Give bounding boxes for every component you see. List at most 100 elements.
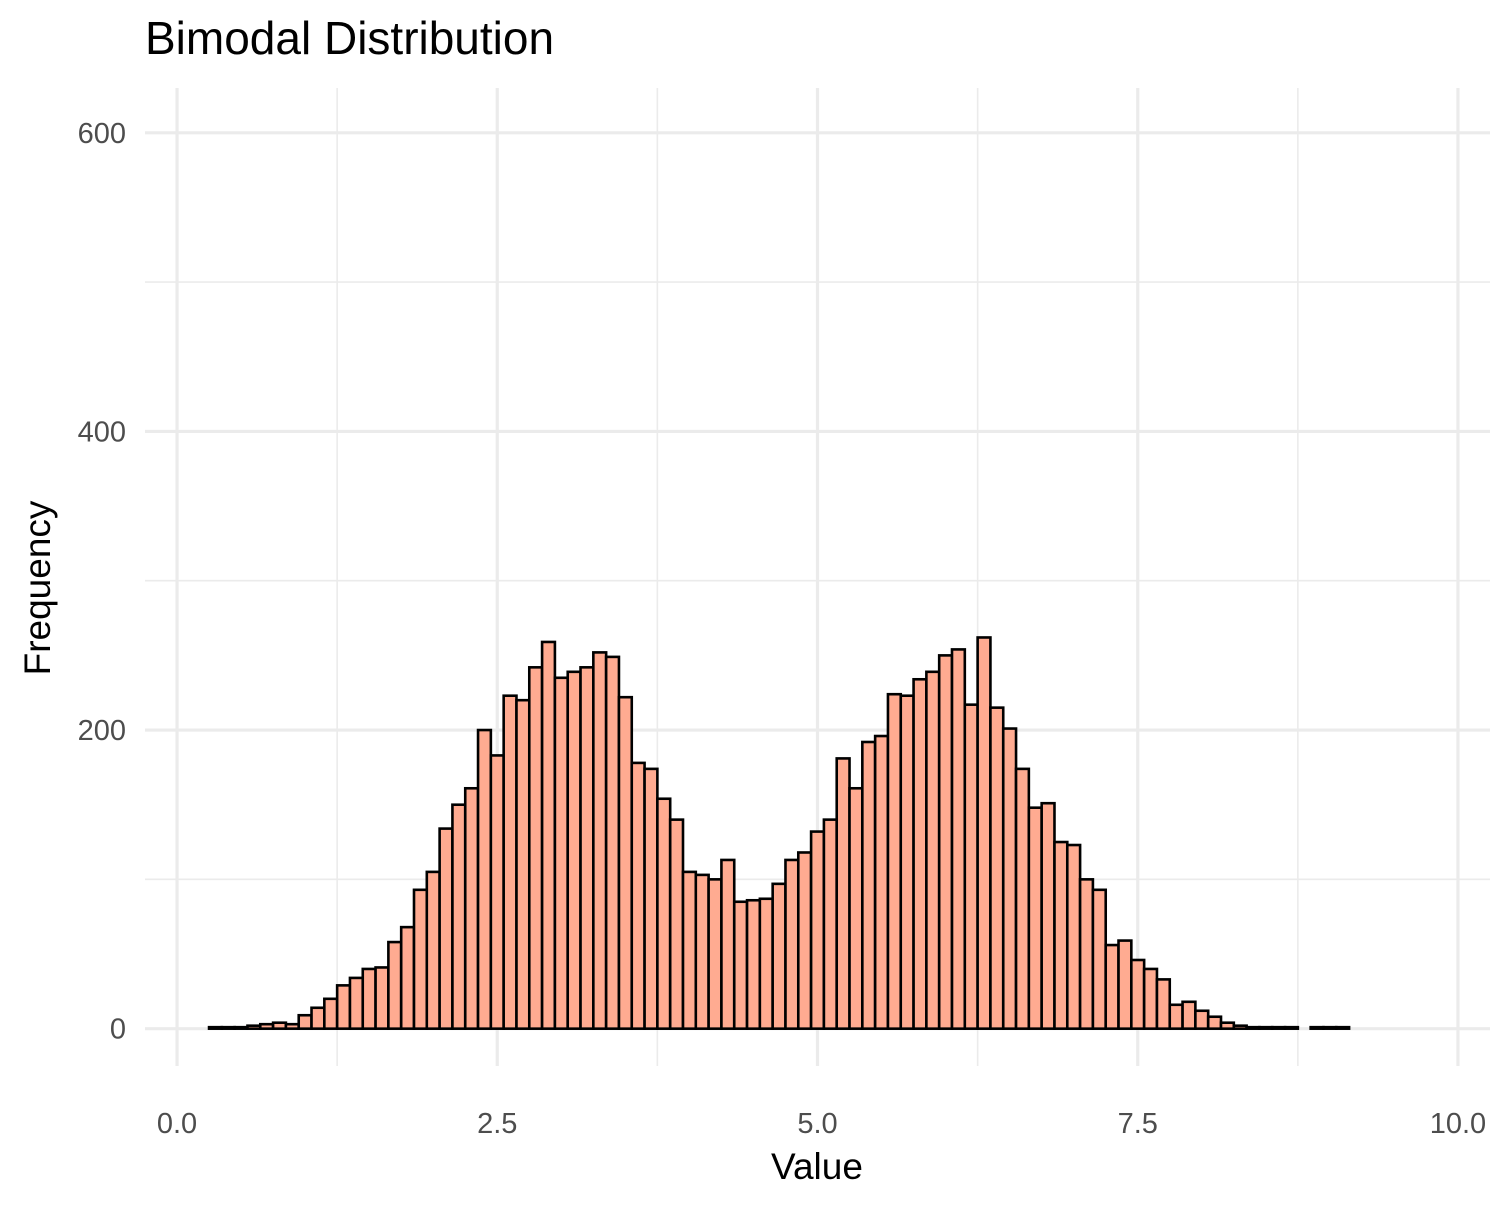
- histogram-bar: [207, 1025, 224, 1030]
- histogram-bar: [489, 754, 505, 1030]
- histogram-bar: [438, 827, 454, 1030]
- histogram-bar: [720, 858, 736, 1030]
- y-tick-label: 400: [78, 416, 126, 448]
- histogram-bar: [899, 694, 915, 1030]
- histogram-bar: [963, 703, 979, 1030]
- histogram-bar: [1091, 888, 1108, 1030]
- histogram-bar: [1117, 939, 1133, 1030]
- histogram-bars: [207, 636, 1351, 1030]
- histogram-bar: [1065, 843, 1082, 1030]
- histogram-bar: [425, 870, 441, 1030]
- x-tick-label: 10.0: [1430, 1108, 1486, 1140]
- histogram-bar: [592, 651, 608, 1030]
- histogram-bar: [335, 984, 352, 1030]
- histogram-bar: [310, 1006, 326, 1030]
- y-axis-ticks: 0 200 400 600: [78, 118, 126, 1046]
- histogram-bar: [707, 878, 723, 1030]
- histogram-bar: [553, 676, 570, 1030]
- histogram-bar: [643, 767, 659, 1030]
- x-tick-label: 0.0: [157, 1108, 197, 1140]
- histogram-bar: [630, 761, 646, 1030]
- histogram-bar: [1283, 1025, 1300, 1030]
- histogram-bar: [1219, 1021, 1236, 1030]
- histogram-bar: [220, 1025, 236, 1030]
- histogram-bar: [1168, 1003, 1184, 1030]
- histogram-bar: [937, 654, 954, 1030]
- y-tick-label: 0: [110, 1014, 126, 1046]
- histogram-bar: [412, 888, 429, 1030]
- histogram-bar: [1309, 1025, 1325, 1030]
- histogram-bar: [1130, 958, 1146, 1030]
- histogram-bar: [1181, 1000, 1197, 1030]
- histogram-bar: [527, 666, 544, 1030]
- histogram-bar: [784, 858, 800, 1030]
- histogram-bar: [1014, 767, 1031, 1030]
- x-tick-label: 7.5: [1118, 1108, 1158, 1140]
- histogram-bar: [604, 655, 621, 1030]
- x-tick-label: 2.5: [477, 1108, 517, 1140]
- histogram-bar: [925, 670, 941, 1030]
- histogram-bar: [348, 976, 365, 1030]
- histogram-bar: [502, 694, 518, 1030]
- histogram-bar: [950, 648, 967, 1030]
- histogram-bar: [271, 1021, 288, 1030]
- histogram-bar: [387, 940, 403, 1030]
- histogram-bar: [745, 898, 762, 1030]
- y-tick-label: 200: [78, 715, 126, 747]
- histogram-bar: [1104, 943, 1120, 1030]
- histogram-bar: [1270, 1025, 1287, 1030]
- x-tick-label: 5.0: [797, 1108, 837, 1140]
- histogram-bar: [1053, 840, 1069, 1030]
- histogram-bar: [656, 797, 672, 1030]
- histogram-bar: [579, 666, 595, 1030]
- histogram-bar: [861, 740, 877, 1030]
- histogram-bar: [732, 900, 749, 1030]
- histogram-bar: [1245, 1025, 1261, 1030]
- histogram-bar: [758, 897, 774, 1030]
- histogram-bar: [1155, 978, 1172, 1030]
- histogram-bar: [822, 818, 839, 1030]
- histogram-bar: [848, 786, 864, 1030]
- histogram-bar: [540, 640, 557, 1030]
- histogram-bar: [873, 734, 890, 1030]
- histogram-bar: [1334, 1025, 1351, 1030]
- histogram-bar: [989, 706, 1005, 1030]
- histogram-bar: [912, 677, 928, 1030]
- histogram-bar: [374, 966, 390, 1030]
- histogram-bar: [1027, 806, 1043, 1030]
- x-axis-title: Value: [771, 1146, 863, 1187]
- histogram-bar: [451, 803, 467, 1030]
- histogram-bar: [886, 692, 903, 1030]
- histogram-bar: [1142, 967, 1159, 1030]
- histogram-bar: [361, 967, 377, 1030]
- histogram-bar: [694, 873, 710, 1030]
- chart-title: Bimodal Distribution: [145, 12, 554, 64]
- histogram-bar: [1322, 1025, 1338, 1030]
- y-axis-title: Frequency: [17, 500, 58, 675]
- histogram-bar: [323, 997, 339, 1030]
- histogram-bar: [835, 757, 851, 1030]
- histogram-bar: [809, 830, 826, 1030]
- histogram-bar: [1078, 878, 1095, 1030]
- histogram-bar: [233, 1025, 249, 1030]
- histogram-bar: [297, 1013, 313, 1030]
- histogram-bar: [566, 670, 582, 1030]
- histogram-bar: [617, 695, 634, 1030]
- y-tick-label: 600: [78, 118, 126, 150]
- histogram-bar: [284, 1022, 301, 1030]
- histogram-bar: [1232, 1024, 1248, 1030]
- histogram-bar: [515, 698, 531, 1030]
- histogram-bar: [681, 870, 698, 1030]
- x-axis-ticks: 0.0 2.5 5.0 7.5 10.0: [157, 1108, 1486, 1140]
- histogram-bar: [463, 786, 480, 1030]
- histogram-bar: [399, 925, 416, 1030]
- histogram-bar: [476, 728, 493, 1030]
- histogram-bar: [1194, 1009, 1210, 1030]
- histogram-bar: [1258, 1025, 1274, 1030]
- histogram-bar: [1040, 801, 1056, 1030]
- histogram-bar: [976, 636, 992, 1030]
- histogram-bar: [258, 1022, 275, 1030]
- histogram-bar: [246, 1024, 262, 1030]
